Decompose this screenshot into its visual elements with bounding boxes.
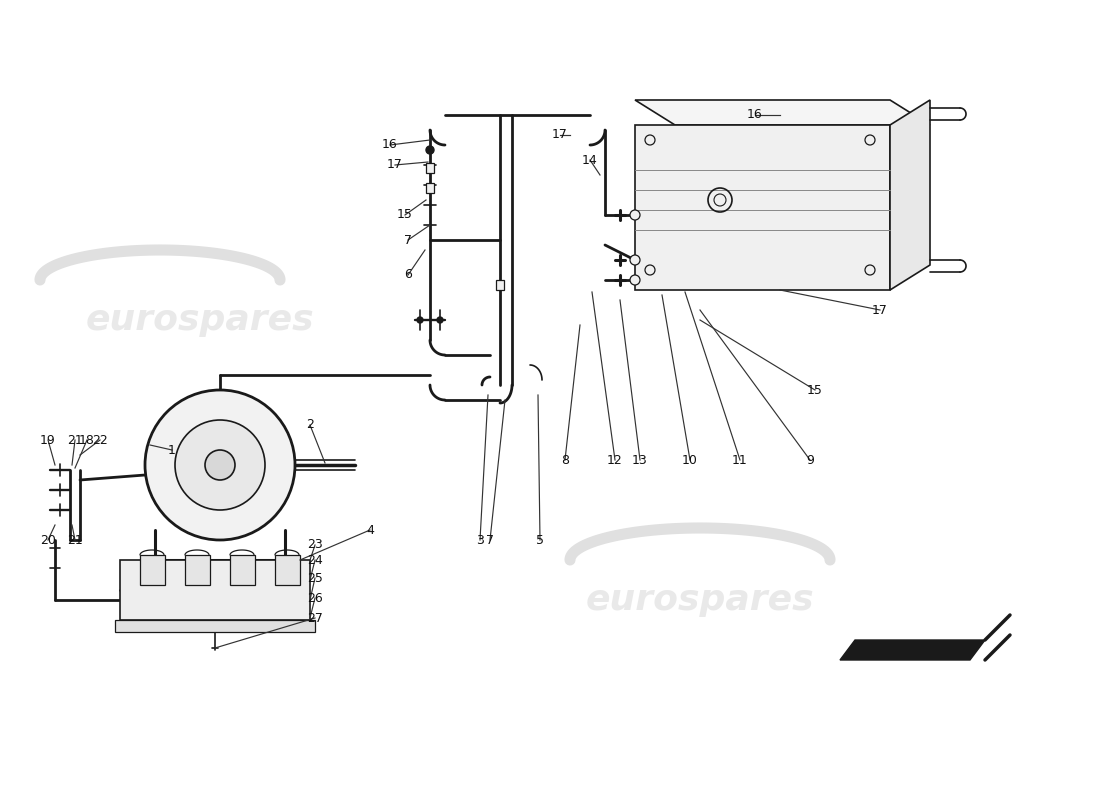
Text: eurospares: eurospares (585, 583, 814, 617)
Circle shape (205, 450, 235, 480)
Text: 3: 3 (476, 534, 484, 546)
Text: 16: 16 (747, 109, 763, 122)
Circle shape (426, 146, 434, 154)
Bar (230, 555, 255, 585)
Text: 10: 10 (682, 454, 697, 466)
Bar (120, 560, 310, 620)
Text: 7: 7 (404, 234, 412, 246)
Text: eurospares: eurospares (86, 303, 315, 337)
Text: 17: 17 (552, 129, 568, 142)
Text: 1: 1 (168, 443, 176, 457)
Text: 23: 23 (307, 538, 323, 551)
Bar (275, 555, 300, 585)
Text: 21: 21 (67, 534, 82, 546)
Text: 14: 14 (582, 154, 598, 166)
Text: 15: 15 (807, 383, 823, 397)
Text: 21: 21 (67, 434, 82, 446)
Polygon shape (840, 640, 984, 660)
Polygon shape (635, 100, 930, 125)
Circle shape (417, 317, 424, 323)
Text: 8: 8 (561, 454, 569, 466)
Bar (140, 555, 165, 585)
Text: 2: 2 (306, 418, 313, 431)
Circle shape (145, 390, 295, 540)
Bar (496, 280, 504, 290)
Text: 22: 22 (92, 434, 108, 446)
Polygon shape (635, 125, 890, 290)
Text: 9: 9 (806, 454, 814, 466)
Circle shape (630, 210, 640, 220)
Text: 15: 15 (397, 209, 412, 222)
Bar (426, 163, 434, 173)
Polygon shape (890, 100, 930, 290)
Text: 11: 11 (733, 454, 748, 466)
Text: 6: 6 (404, 269, 411, 282)
Text: 17: 17 (872, 303, 888, 317)
Text: 18: 18 (79, 434, 95, 446)
Text: 4: 4 (366, 523, 374, 537)
Circle shape (630, 255, 640, 265)
Text: 20: 20 (40, 534, 56, 546)
Text: 17: 17 (387, 158, 403, 171)
Text: 19: 19 (40, 434, 56, 446)
Text: 5: 5 (536, 534, 544, 546)
Bar (116, 620, 315, 632)
Text: 7: 7 (486, 534, 494, 546)
Bar (185, 555, 210, 585)
Text: 24: 24 (307, 554, 323, 566)
Bar (426, 183, 434, 193)
Text: 12: 12 (607, 454, 623, 466)
Circle shape (175, 420, 265, 510)
Text: 16: 16 (382, 138, 398, 151)
Text: 25: 25 (307, 571, 323, 585)
Circle shape (630, 275, 640, 285)
Text: 26: 26 (307, 591, 323, 605)
Circle shape (437, 317, 443, 323)
Text: 13: 13 (632, 454, 648, 466)
Text: 27: 27 (307, 611, 323, 625)
